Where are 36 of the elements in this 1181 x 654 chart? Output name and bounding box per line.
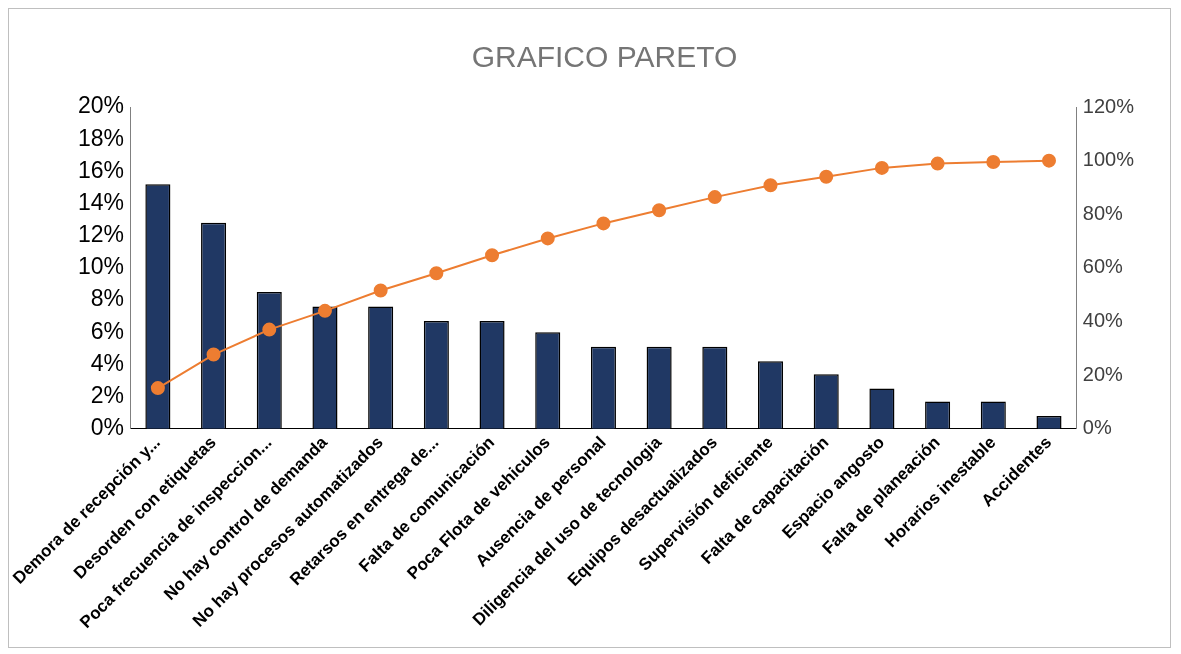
- y-tick-label: 16%: [77, 156, 125, 183]
- y-tick-label: 14%: [77, 188, 125, 215]
- y-tick-label: 12%: [77, 221, 125, 248]
- point: [485, 248, 500, 263]
- y2-tick-label: 0%: [1082, 416, 1112, 439]
- point: [763, 178, 778, 193]
- point: [819, 169, 834, 184]
- y-tick-label: 6%: [90, 317, 125, 344]
- point: [150, 381, 165, 396]
- chart-title: GRAFICO PARETO: [471, 40, 738, 74]
- y-tick-label: 20%: [77, 92, 125, 119]
- y2-tick-label: 100%: [1082, 148, 1135, 171]
- point: [874, 160, 889, 175]
- y2-tick-label: 20%: [1082, 362, 1124, 385]
- point: [540, 231, 555, 246]
- point: [262, 322, 277, 337]
- point: [1042, 153, 1056, 168]
- point: [652, 203, 667, 218]
- y2-tick-label: 40%: [1082, 309, 1124, 332]
- y-tick-label: 8%: [90, 285, 125, 312]
- y-tick-label: 2%: [90, 382, 125, 409]
- point: [206, 347, 221, 362]
- point: [930, 156, 945, 171]
- point: [986, 154, 1001, 169]
- point: [429, 266, 444, 281]
- y-tick-label: 0%: [90, 414, 125, 441]
- y2-tick-label: 120%: [1082, 94, 1135, 117]
- y-tick-label: 18%: [77, 124, 125, 151]
- point: [317, 303, 332, 318]
- point: [596, 216, 611, 231]
- y-tick-label: 10%: [77, 253, 125, 280]
- point: [373, 283, 388, 298]
- y-tick-label: 4%: [90, 349, 125, 376]
- y2-tick-label: 60%: [1082, 255, 1124, 278]
- point: [707, 190, 722, 205]
- y2-tick-label: 80%: [1082, 201, 1124, 224]
